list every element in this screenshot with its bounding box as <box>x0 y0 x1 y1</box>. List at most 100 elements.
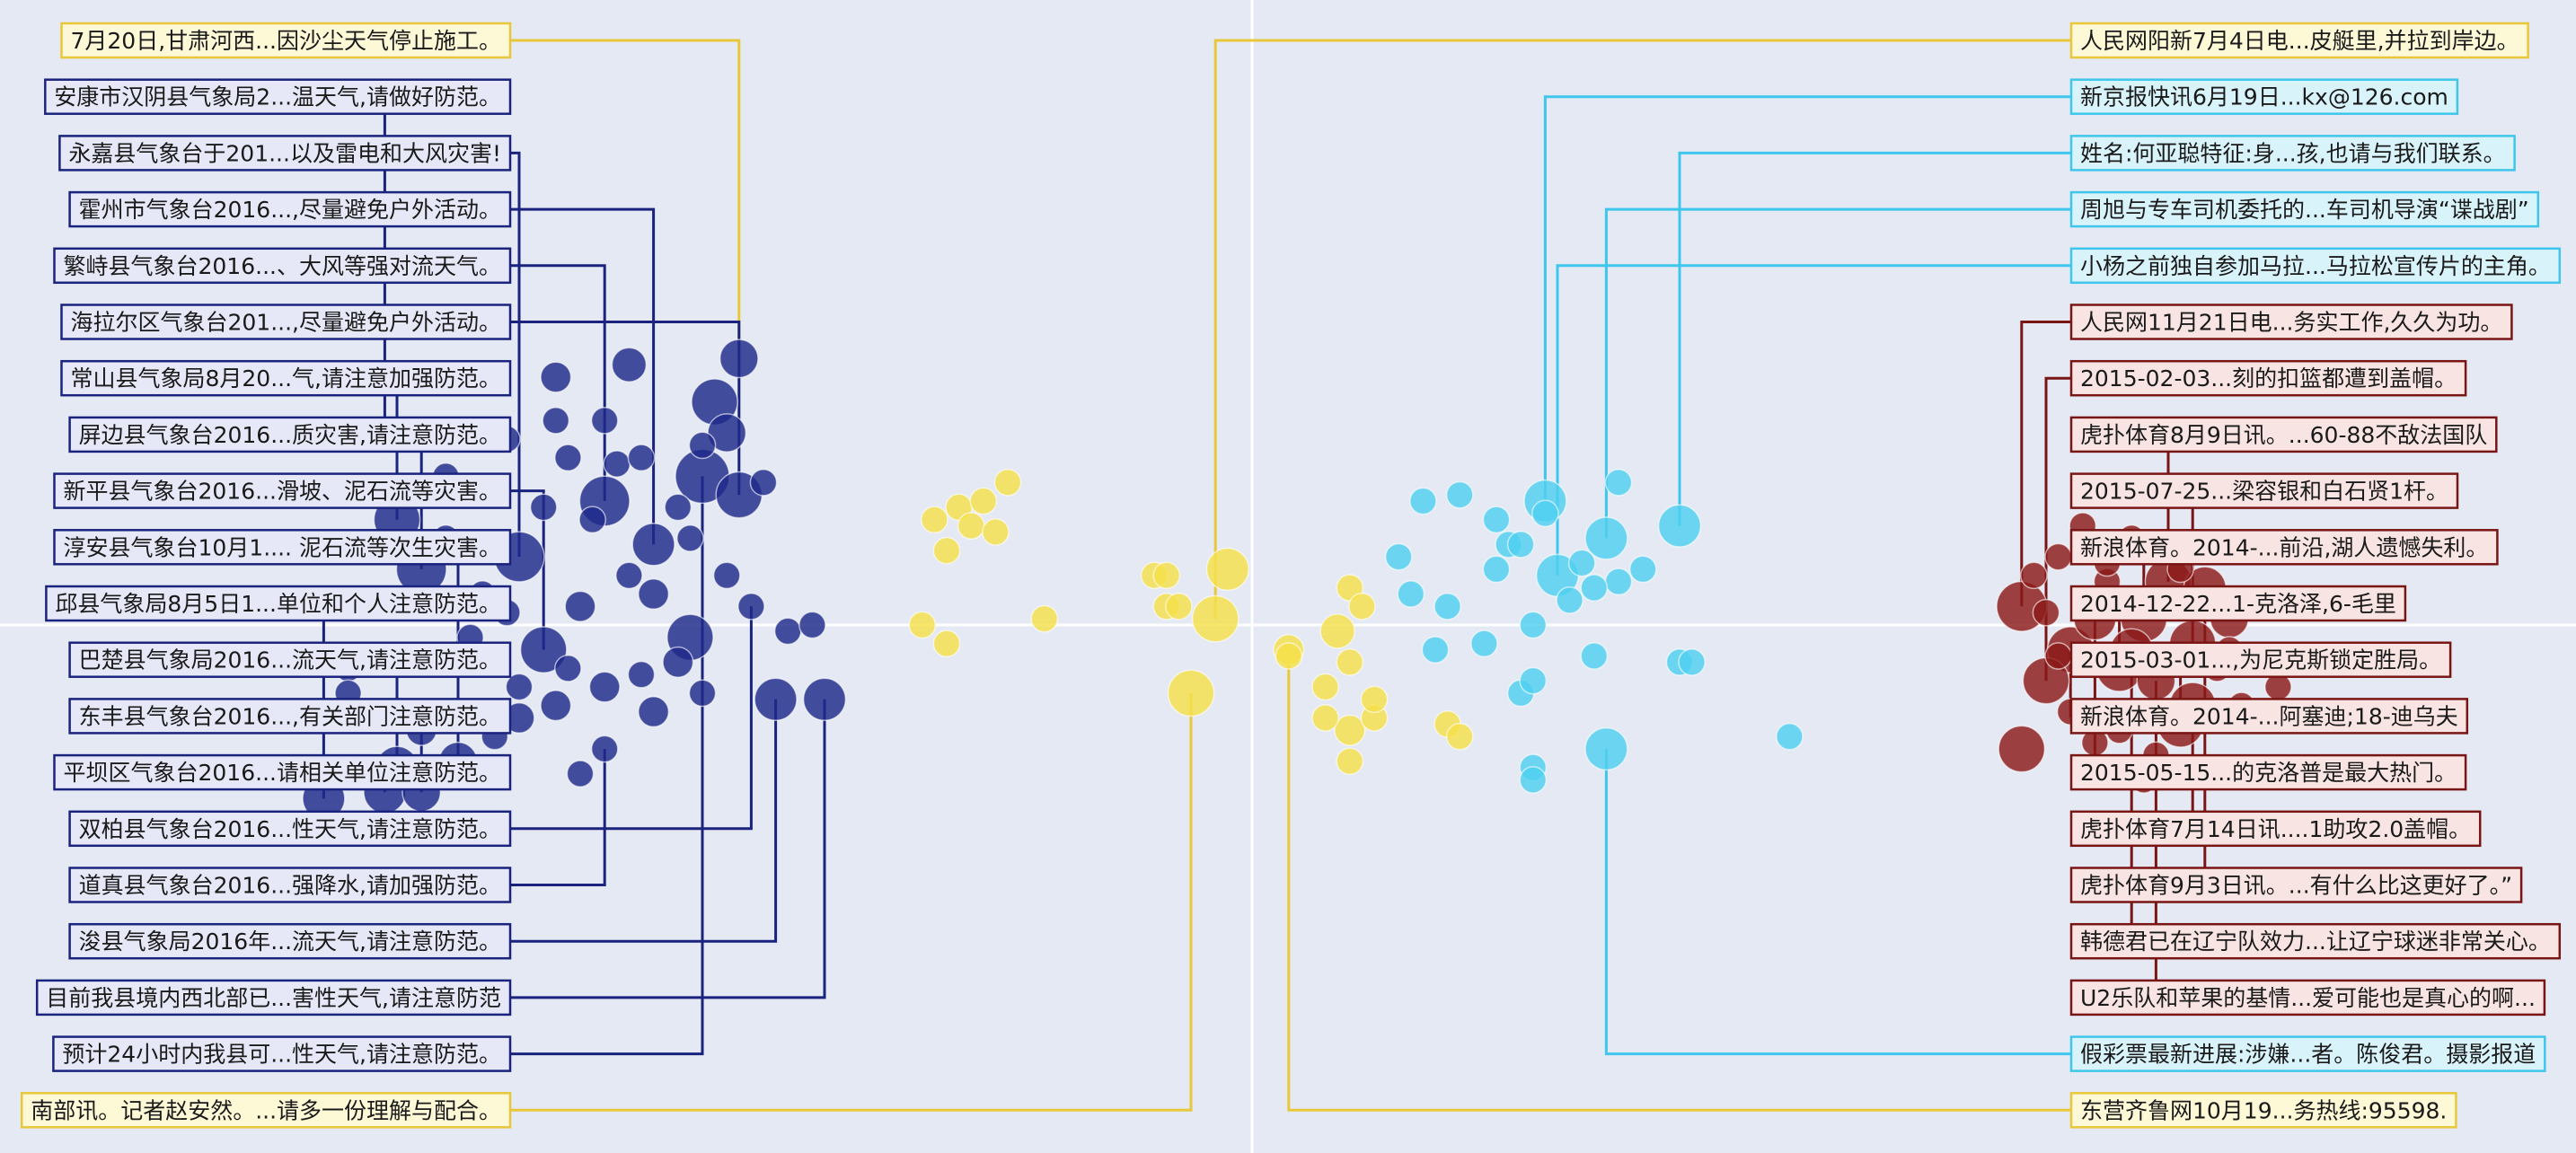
data-point-c0-16 <box>773 617 802 646</box>
left-label-text-12: 东丰县气象台2016...,有关部门注意防范。 <box>79 703 501 729</box>
data-point-c0-29 <box>638 696 670 728</box>
right-leader-line-19 <box>1287 649 2071 1112</box>
right-label-text-12: 新浪体育。2014-...阿塞迪;18-迪乌夫 <box>2080 703 2458 729</box>
left-label-box-19 <box>20 1092 512 1129</box>
right-leader-line-2 <box>1678 151 2071 526</box>
right-label-text-10: 2014-12-22...1-克洛泽,6-毛里 <box>2080 591 2396 617</box>
data-point-c0-38 <box>542 406 570 435</box>
right-label-box-11 <box>2069 641 2452 678</box>
data-point-c0-17 <box>588 671 621 703</box>
right-label-box-19 <box>2069 1092 2457 1129</box>
data-point-c0-8 <box>631 523 675 567</box>
left-label-box-2 <box>58 135 512 172</box>
data-point-c0-36 <box>554 444 582 472</box>
data-point-c2-23 <box>1384 542 1413 571</box>
data-point-c2-24 <box>1445 480 1474 509</box>
data-point-c1-0 <box>1205 547 1249 592</box>
left-label-text-16: 浚县气象局2016年...流天气,请注意防范。 <box>79 929 501 955</box>
right-leader-line-5 <box>2020 321 2071 607</box>
left-leader-line-16 <box>510 699 778 943</box>
right-leader-line-1 <box>1543 95 2071 501</box>
left-leader-line-2 <box>510 151 521 558</box>
data-point-c0-2 <box>611 347 648 383</box>
data-point-c1-4 <box>1319 613 1355 649</box>
data-point-c0-27 <box>590 735 619 763</box>
data-point-c0-41 <box>603 450 631 478</box>
data-point-c0-32 <box>564 590 596 622</box>
right-label-text-8: 2015-07-25...梁容银和白石贤1杆。 <box>2080 479 2448 505</box>
data-point-c2-2 <box>1657 504 1702 548</box>
data-point-c0-62 <box>627 444 656 472</box>
left-label-text-19: 南部讯。记者赵安然。...请多一份理解与配合。 <box>31 1097 501 1123</box>
data-point-c2-15 <box>1678 648 1706 676</box>
data-point-c0-60 <box>688 431 717 460</box>
data-point-c3-4 <box>1998 725 2046 773</box>
left-label-box-3 <box>68 190 512 228</box>
right-label-box-15 <box>2069 867 2523 903</box>
data-point-c0-0 <box>719 339 759 379</box>
data-point-c3-15 <box>2044 542 2072 571</box>
data-point-c1-16 <box>1336 747 1364 776</box>
data-point-c1-21 <box>921 506 948 534</box>
right-label-text-3: 周旭与专车司机委托的...车司机导演“谍战剧” <box>2080 197 2529 223</box>
data-point-c0-49 <box>798 611 826 639</box>
left-label-text-5: 海拉尔区气象台201...,尽量避免户外活动。 <box>71 310 502 336</box>
data-point-c1-24 <box>982 518 1010 546</box>
data-point-c2-8 <box>1567 549 1596 577</box>
right-label-box-12 <box>2069 698 2469 735</box>
data-point-c1-26 <box>908 611 937 639</box>
data-point-c2-13 <box>1580 642 1609 670</box>
data-point-c0-51 <box>802 677 847 721</box>
data-point-c0-35 <box>615 561 643 590</box>
left-label-text-15: 道真县气象台2016...强降水,请加强防范。 <box>79 873 501 899</box>
data-point-c2-30 <box>1531 499 1559 528</box>
right-leader-line-3 <box>1604 207 2071 539</box>
data-point-c2-21 <box>1434 592 1461 621</box>
left-leader-line-0 <box>510 39 741 359</box>
left-label-box-5 <box>60 304 512 340</box>
data-point-c2-20 <box>1421 636 1450 664</box>
left-label-box-14 <box>68 810 512 848</box>
data-point-c2-6 <box>1482 555 1511 584</box>
data-point-c3-32 <box>2032 598 2060 627</box>
data-point-c2-10 <box>1628 555 1657 584</box>
data-point-c0-34 <box>712 561 741 590</box>
right-label-text-1: 新京报快讯6月19日...kx@126.com <box>2080 84 2448 110</box>
left-leader-line-19 <box>510 692 1193 1112</box>
data-point-c1-8 <box>1334 714 1366 746</box>
data-point-c2-25 <box>1409 487 1437 515</box>
right-label-box-9 <box>2069 529 2499 566</box>
left-label-text-10: 邱县气象局8月5日1...单位和个人注意防范。 <box>55 591 501 617</box>
left-label-box-12 <box>68 698 512 735</box>
left-label-text-4: 繁峙县气象台2016...、大风等强对流天气。 <box>64 253 501 279</box>
left-label-text-7: 屏边县气象台2016...质灾害,请注意防范。 <box>79 422 501 448</box>
left-label-text-6: 常山县气象局8月20...气,请注意加强防范。 <box>71 365 502 392</box>
right-label-box-3 <box>2069 190 2540 228</box>
right-label-text-18: 假彩票最新进展:涉嫌...者。陈俊君。摄影报道 <box>2080 1042 2536 1068</box>
left-label-text-18: 预计24小时内我县可...性天气,请注意防范。 <box>62 1042 501 1068</box>
data-point-c2-1 <box>1584 516 1628 560</box>
data-point-c1-20 <box>957 512 985 540</box>
right-label-box-2 <box>2069 135 2516 172</box>
right-label-text-17: U2乐队和苹果的基情...爱可能也是真心的啊... <box>2080 985 2536 1011</box>
data-point-c2-29 <box>1776 722 1804 751</box>
right-label-box-10 <box>2069 585 2407 622</box>
data-point-c0-42 <box>676 524 704 552</box>
data-point-c0-15 <box>737 592 765 621</box>
data-point-c1-18 <box>1348 592 1376 621</box>
left-leader-line-15 <box>510 749 606 886</box>
data-point-c2-11 <box>1556 586 1584 614</box>
data-point-c1-5 <box>1336 648 1364 676</box>
left-label-text-3: 霍州市气象台2016...,尽量避免户外活动。 <box>79 197 501 223</box>
data-point-c2-26 <box>1482 506 1511 534</box>
right-label-box-18 <box>2069 1035 2546 1072</box>
left-label-text-1: 安康市汉阴县气象局2...温天气,请做好防范。 <box>54 84 501 110</box>
right-label-box-7 <box>2069 416 2498 453</box>
left-label-box-16 <box>68 922 512 960</box>
left-label-box-17 <box>35 979 512 1017</box>
left-label-box-11 <box>68 641 512 678</box>
data-point-c1-7 <box>1165 592 1193 621</box>
right-label-box-5 <box>2069 304 2513 340</box>
data-point-c1-2 <box>1167 669 1215 717</box>
right-label-box-16 <box>2069 922 2562 960</box>
